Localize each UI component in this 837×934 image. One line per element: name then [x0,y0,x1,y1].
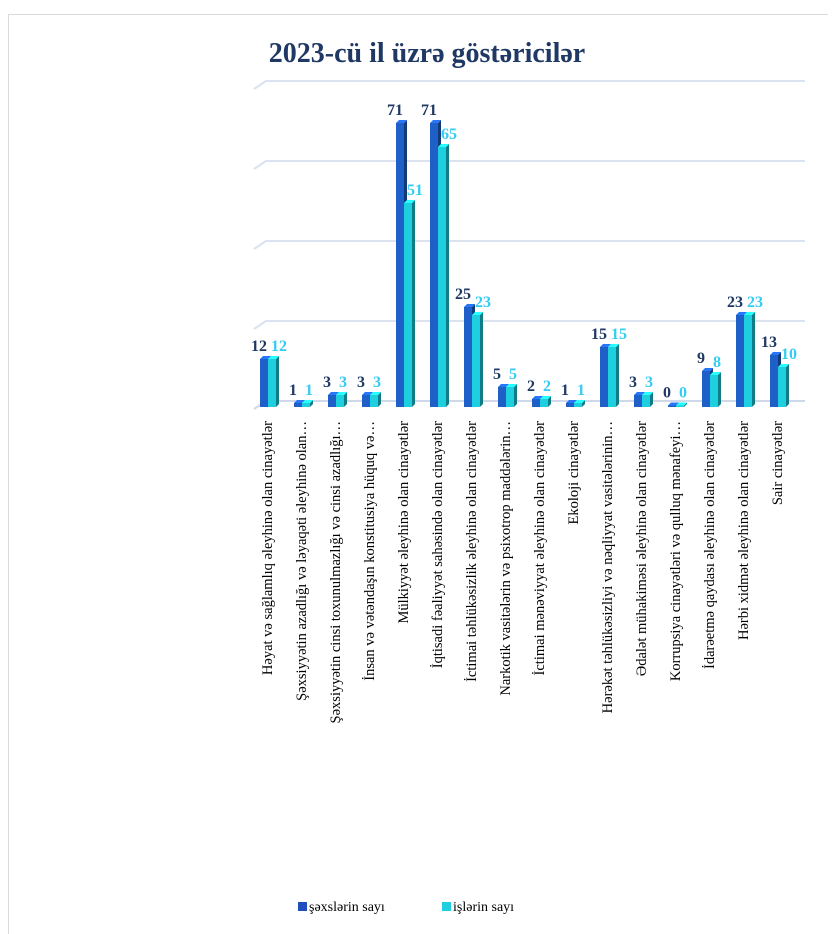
legend-label-0: şəxslərin sayı [309,900,385,915]
data-label: 2 [543,378,551,395]
gridline [253,160,805,170]
bar [336,392,347,407]
category-label: İnsan və vətəndaşın konstitusiya hüquq v… [362,421,378,681]
data-label: 23 [475,294,491,311]
category-label: Mülkiyyət əleyhinə olan cinayətlər [396,421,412,624]
data-label: 12 [251,338,267,355]
category-label: İctimai təhlükəsizlik əleyhinə olan cina… [464,421,480,682]
data-label: 15 [591,326,607,343]
legend-swatch-0 [298,902,307,911]
data-label: 2 [527,378,535,395]
data-label: 5 [509,366,517,383]
bar [744,312,755,407]
bar [540,396,551,407]
data-label: 15 [611,326,627,343]
category-label: İqtisadi fəaliyyət sahəsində olan cinayə… [430,421,446,668]
data-label: 13 [761,334,777,351]
data-label: 9 [697,350,705,367]
gridline [253,320,805,330]
data-label: 1 [561,382,569,399]
chart-title: 2023-cü il üzrə göstəricilər [269,38,585,69]
bar [302,400,313,407]
data-label: 3 [357,374,365,391]
bar [404,200,415,407]
data-label: 65 [441,126,457,143]
category-label: Narkotik vasitələrin və psixotrop maddəl… [498,421,514,696]
category-label: Hərəkət təhlükəsizliyi və nəqliyyat vasi… [600,421,616,713]
bar [370,392,381,407]
bar [642,392,653,407]
data-label: 12 [271,338,287,355]
data-label: 1 [305,382,313,399]
category-label: Hərbi xidmət əleyhinə olan cinayətlər [736,421,752,640]
bar [574,400,585,407]
category-label: Sair cinayətlər [770,421,786,505]
category-label: Şəxsiyyətin cinsi toxunulmazlığı və cins… [328,421,344,723]
category-label: Korrupsiya cinayətləri və qulluq mənafey… [668,421,684,681]
bars [260,120,789,407]
data-label: 3 [373,374,381,391]
data-label: 3 [629,374,637,391]
legend: şəxslərin sayı işlərin sayı [298,900,514,915]
data-label: 1 [577,382,585,399]
category-label: Həyat və sağlamlıq əleyhinə olan cinayət… [260,421,276,675]
bar [608,344,619,407]
data-label: 23 [747,294,763,311]
data-label: 23 [727,294,743,311]
data-label: 0 [663,385,671,402]
bar [268,356,279,407]
chart-frame [8,14,828,934]
data-label: 3 [645,374,653,391]
bar [778,364,789,407]
category-label: Ekoloji cinayətlər [566,421,582,525]
category-labels: Həyat və sağlamlıq əleyhinə olan cinayət… [260,421,786,724]
bar [438,144,449,407]
data-label: 51 [407,182,423,199]
category-label: İctimai mənəviyyat əleyhinə olan cinayət… [532,421,548,676]
bar [472,312,483,407]
category-label: İdarəetmə qaydası əleyhinə olan cinayətl… [702,421,718,669]
data-label: 71 [387,102,403,119]
data-label: 1 [289,382,297,399]
legend-label-1: işlərin sayı [453,900,514,915]
data-label: 8 [713,354,721,371]
legend-swatch-1 [442,902,451,911]
category-label: Ədalət mühakiməsi əleyhinə olan cinayətl… [634,421,650,676]
data-label: 3 [339,374,347,391]
bar [506,384,517,407]
bar [710,372,721,407]
gridline [253,240,805,250]
category-label: Şəxsiyyətin azadlığı və ləyaqəti əleyhin… [294,421,310,701]
data-label: 3 [323,374,331,391]
gridline [253,80,805,90]
data-label: 71 [421,102,437,119]
bar [676,402,687,407]
data-label: 25 [455,286,471,303]
data-label: 0 [679,385,687,402]
gridlines [253,80,805,410]
data-label: 5 [493,366,501,383]
data-label: 10 [781,346,797,363]
